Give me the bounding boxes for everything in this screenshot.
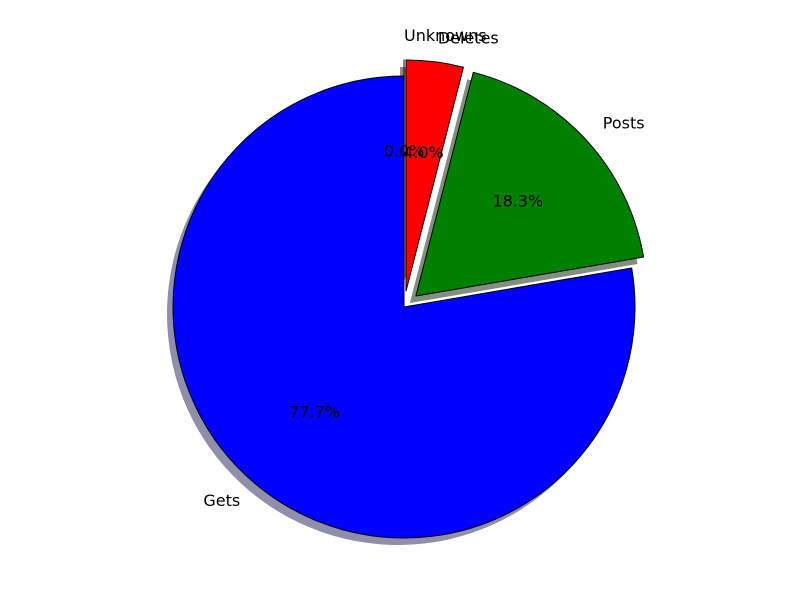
- slice-label-unknowns: Unknowns: [404, 26, 487, 45]
- slice-label-gets: Gets: [203, 491, 240, 510]
- slice-gets: [172, 75, 636, 539]
- pct-label-gets: 77.7%: [289, 402, 340, 421]
- slice-label-deletes: Deletes: [438, 28, 499, 47]
- slice-label-posts: Posts: [603, 113, 645, 132]
- pct-label-posts: 18.3%: [492, 192, 543, 211]
- slice-deletes: [405, 59, 464, 292]
- pie-slices: [172, 59, 645, 539]
- pie-labels: Unknowns 0.0% Deletes 4.0% Posts 18.3% Gets 77.…: [203, 26, 644, 510]
- slice-posts: [415, 71, 645, 297]
- pct-label-unknowns: 0.0%: [384, 142, 425, 161]
- pct-label-deletes: 4.0%: [403, 143, 444, 162]
